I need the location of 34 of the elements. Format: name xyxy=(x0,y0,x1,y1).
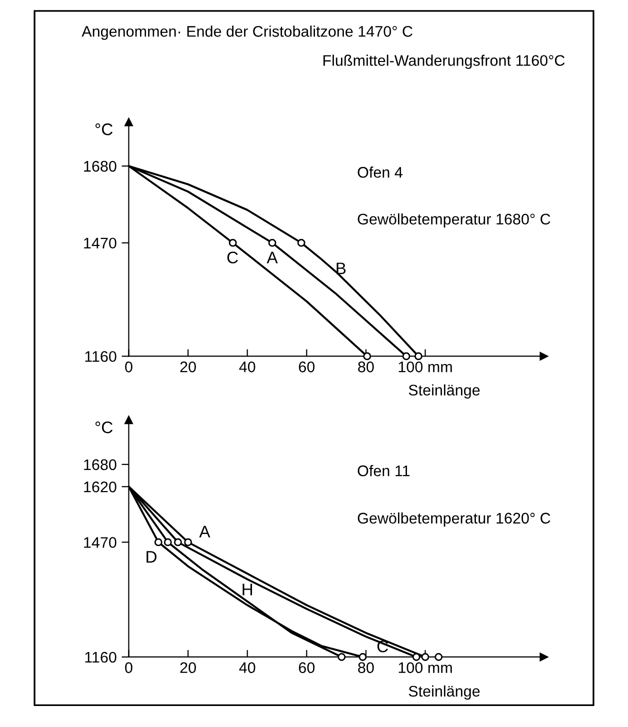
y-axis-title: °C xyxy=(95,421,113,434)
chart-subtitle: Flußmittel-Wanderungsfront 1160°C xyxy=(323,54,565,69)
x-tick-label: 60 xyxy=(298,662,315,674)
y-tick-label: 1680 xyxy=(84,459,116,470)
x-tick-label: 80 xyxy=(358,662,374,674)
y-axis-title: °C xyxy=(95,123,113,136)
x-tick-label: 100 mm xyxy=(398,361,452,372)
x-tick-label: 80 xyxy=(358,361,374,372)
chart-title: Angenommen· Ende der Cristobalitzone 1470° C xyxy=(82,26,412,40)
y-tick-label: 1160 xyxy=(85,652,116,663)
annotation: A xyxy=(266,252,278,264)
x-tick-label: 20 xyxy=(180,662,196,674)
x-tick-label: 0 xyxy=(125,662,132,674)
annotation: H xyxy=(242,584,252,596)
x-tick-label: 40 xyxy=(239,662,256,674)
x-tick-label: 100 mm xyxy=(398,662,452,674)
annotation: Gewölbetemperatur 1680° C xyxy=(358,213,550,228)
y-tick-label: 1470 xyxy=(84,238,116,249)
x-tick-label: 20 xyxy=(180,361,196,372)
y-tick-label: 1620 xyxy=(84,482,116,492)
x-axis-title: Steinlänge xyxy=(408,685,480,700)
annotation: D xyxy=(146,551,156,563)
annotation: C xyxy=(227,252,238,264)
annotation: A xyxy=(199,526,210,538)
y-tick-label: 1680 xyxy=(84,160,116,172)
annotation: Ofen 11 xyxy=(358,465,410,476)
annotation: Gewölbetemperatur 1620° C xyxy=(358,512,550,527)
x-tick-label: 0 xyxy=(125,361,132,372)
annotation: Ofen 4 xyxy=(358,166,402,178)
y-tick-label: 1160 xyxy=(85,351,116,362)
x-axis-title: Steinlänge xyxy=(408,384,480,399)
y-tick-label: 1470 xyxy=(84,537,116,548)
x-tick-label: 40 xyxy=(239,361,256,372)
x-tick-label: 60 xyxy=(298,361,315,372)
